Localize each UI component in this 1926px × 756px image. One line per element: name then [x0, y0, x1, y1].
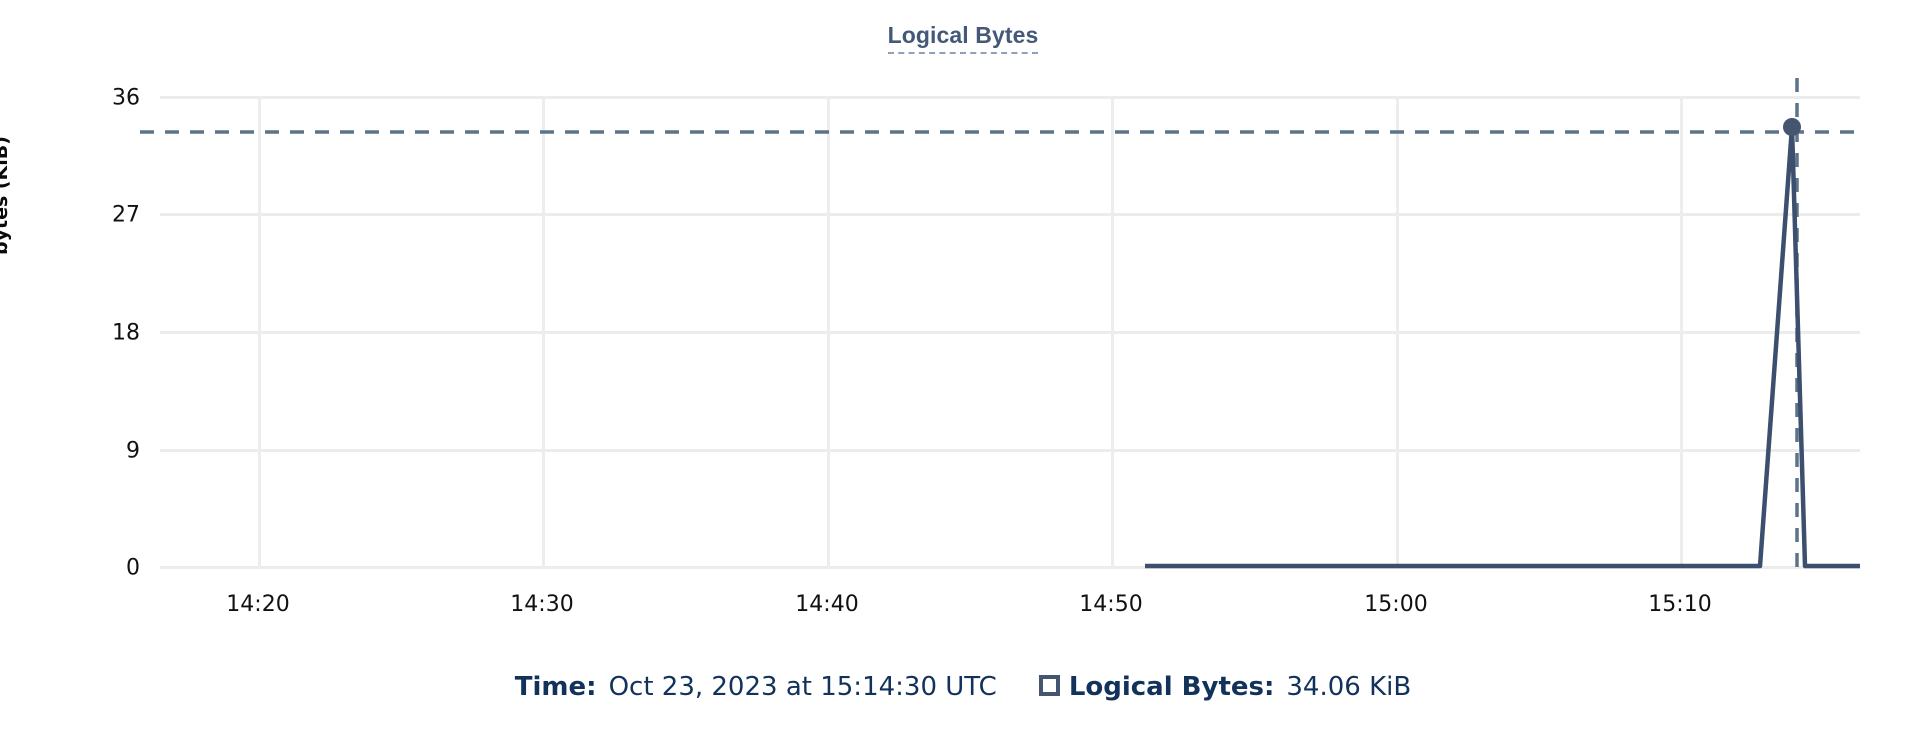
gridline-horizontal-18	[160, 331, 1860, 334]
plot-area	[140, 78, 1860, 569]
y-axis-title: bytes (KiB)	[0, 136, 12, 255]
tooltip-time-value: Oct 23, 2023 at 15:14:30 UTC	[608, 672, 997, 702]
gridline-horizontal-36	[160, 96, 1860, 99]
data-point-marker[interactable]	[1783, 118, 1801, 136]
legend-square-icon[interactable]	[1038, 675, 1060, 696]
tooltip-time-label: Time:	[514, 672, 597, 702]
x-axis-ticks: 14:20 14:30 14:40 14:50 15:00 15:10	[0, 592, 1926, 632]
gridline-vertical-1440	[827, 96, 830, 568]
x-tick-label-1440: 14:40	[795, 592, 859, 617]
tooltip-footer: Time: Oct 23, 2023 at 15:14:30 UTC Logic…	[0, 672, 1926, 702]
x-tick-label-1510: 15:10	[1648, 592, 1712, 617]
x-tick-label-1430: 14:30	[510, 592, 574, 617]
y-tick-label-27: 27	[112, 202, 140, 228]
tooltip-series-value: 34.06 KiB	[1286, 672, 1412, 702]
x-tick-label-1420: 14:20	[226, 592, 290, 617]
tooltip-series-label: Logical Bytes:	[1068, 672, 1275, 702]
gridline-vertical-1420	[258, 96, 261, 568]
series-svg	[140, 78, 1860, 569]
gridline-horizontal-9	[160, 449, 1860, 452]
series-line-logical-bytes	[1145, 124, 1860, 569]
gridline-vertical-1450	[1111, 96, 1114, 568]
gridline-vertical-1430	[542, 96, 545, 568]
x-tick-label-1500: 15:00	[1364, 592, 1428, 617]
y-tick-label-18: 18	[112, 320, 140, 346]
gridline-horizontal-27	[160, 213, 1860, 216]
y-tick-label-9: 9	[126, 438, 140, 464]
x-tick-label-1450: 14:50	[1079, 592, 1143, 617]
tooltip-series-group: Logical Bytes: 34.06 KiB	[1038, 672, 1412, 702]
chart-title: Logical Bytes	[0, 22, 1926, 54]
gridline-horizontal-0	[160, 566, 1860, 569]
gridline-vertical-1500	[1396, 96, 1399, 568]
gridline-vertical-1510	[1680, 96, 1683, 568]
y-tick-label-0: 0	[126, 555, 140, 581]
chart-title-text: Logical Bytes	[887, 22, 1039, 54]
y-tick-label-36: 36	[112, 85, 140, 111]
tooltip-time-group: Time: Oct 23, 2023 at 15:14:30 UTC	[515, 672, 997, 702]
